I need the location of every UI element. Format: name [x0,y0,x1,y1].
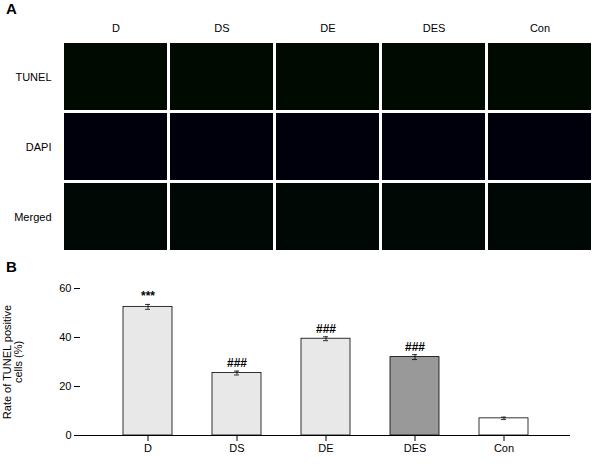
svg-text:TUNEL: TUNEL [15,71,51,83]
svg-text:###: ### [405,340,425,354]
html-text:A: A [6,0,17,17]
svg-text:###: ### [227,356,247,370]
svg-text:DES: DES [423,22,446,34]
svg-text:DES: DES [404,442,427,454]
svg-text:60: 60 [59,282,71,294]
svg-text:DAPI: DAPI [26,141,52,153]
svg-text:0: 0 [65,429,71,441]
svg-text:Rate of TUNEL positivecells (%: Rate of TUNEL positivecells (%) [1,305,24,419]
svg-text:D: D [112,22,120,34]
svg-text:DE: DE [320,22,335,34]
svg-text:D: D [144,442,152,454]
svg-text:Con: Con [494,442,514,454]
svg-text:DE: DE [318,442,333,454]
svg-text:***: *** [141,289,155,303]
svg-text:Merged: Merged [14,211,51,223]
svg-text:DS: DS [229,442,244,454]
html-text:B: B [6,258,17,275]
svg-text:Con: Con [530,22,550,34]
svg-text:###: ### [316,322,336,336]
svg-text:DS: DS [214,22,229,34]
svg-text:40: 40 [59,331,71,343]
svg-text:20: 20 [59,380,71,392]
